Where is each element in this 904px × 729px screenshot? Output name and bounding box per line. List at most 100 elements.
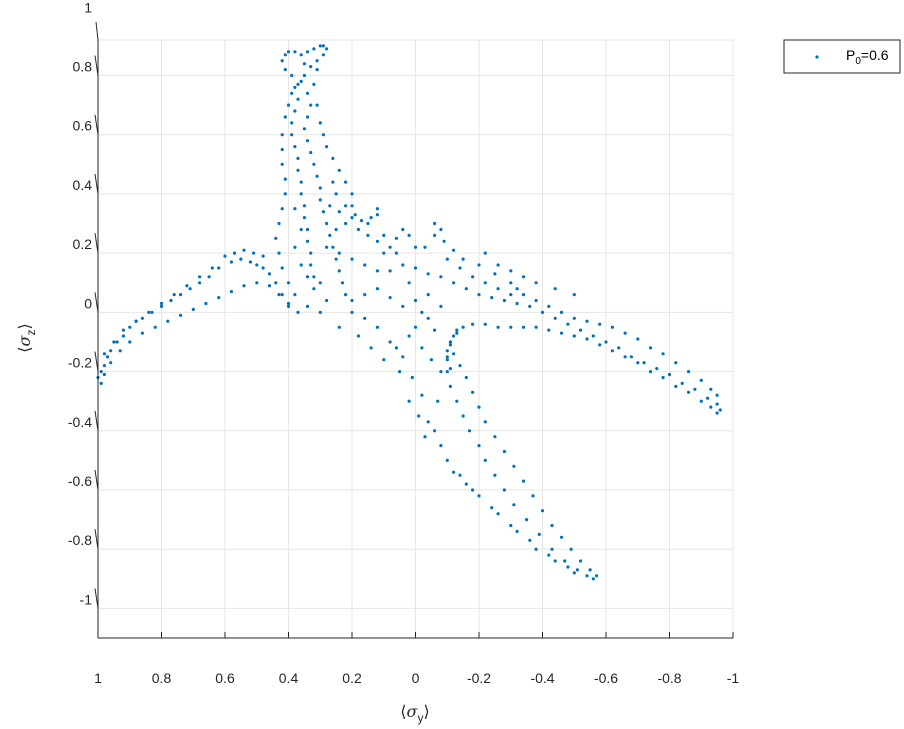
data-point [686,390,691,394]
data-point [388,245,392,249]
data-point [413,266,418,270]
data-point [350,298,354,303]
data-point [369,346,373,350]
data-point [417,414,421,418]
data-point [302,204,306,208]
data-point [629,355,634,359]
x-tick-label: -0.4 [530,670,554,686]
data-point [575,568,580,572]
data-point [448,367,452,371]
data-point [305,139,310,143]
data-point [483,420,487,424]
data-point [331,180,335,184]
y-tick-mark [94,114,99,135]
data-point [290,73,294,78]
data-point [207,275,211,279]
data-point [375,325,379,329]
data-point [553,287,557,291]
data-point [585,574,589,578]
data-point [493,435,497,439]
data-point [337,168,341,172]
data-point [388,269,392,273]
data-point [680,381,684,385]
data-point [407,281,411,285]
data-point [325,221,329,226]
data-point [280,293,284,297]
data-point [394,346,398,350]
y-tick-label: 0 [84,295,92,311]
data-point [337,210,341,214]
data-point [344,180,348,184]
data-point [328,233,332,237]
data-point [102,372,106,377]
data-point [588,568,592,572]
data-point [388,296,392,300]
data-point [302,127,306,131]
data-point [296,156,300,160]
data-point [115,340,119,344]
data-point [252,251,256,255]
data-point [413,245,418,249]
data-point [448,343,452,347]
data-point [591,577,595,581]
data-point [318,281,322,285]
data-point [315,59,319,63]
data-point [296,310,300,314]
data-point [420,310,424,314]
data-point [471,322,475,326]
y-label-close: ⟩ [15,323,34,329]
y-tick-mark [94,351,99,372]
data-point [569,547,573,551]
data-point [401,227,405,232]
data-point [363,316,367,320]
data-point [572,571,576,575]
data-point [410,375,414,380]
data-point [102,352,106,356]
y-tick-mark [94,529,99,550]
data-point [655,367,659,371]
data-point [509,293,513,297]
data-point [318,198,322,202]
data-point [328,204,332,208]
data-point [334,227,338,232]
data-point [382,251,386,255]
data-point [426,293,430,297]
data-point [179,313,183,317]
legend-label-sub: 0 [855,56,861,67]
data-point [493,473,497,477]
y-tick-mark [94,173,99,195]
x-label-open: ⟨ [400,702,406,721]
data-point [407,399,411,403]
data-point [617,346,621,350]
y-tick-label: 1 [84,0,92,15]
data-point [579,559,583,563]
data-point [318,44,322,48]
data-point [293,245,297,249]
data-point [302,73,306,78]
x-tick-label: -1 [727,670,740,686]
y-tick-label: -0.8 [68,532,92,548]
data-point [464,287,468,291]
data-point [439,444,443,448]
data-point [502,488,506,492]
data-point [642,361,646,365]
data-point [467,429,472,433]
data-point [648,346,653,350]
data-point [366,221,370,226]
data-point [452,281,456,285]
data-point [296,97,300,101]
data-point [566,565,570,569]
data-point [540,509,545,513]
data-point [286,103,291,107]
data-point [515,301,519,306]
data-point [283,177,287,181]
data-point [337,251,341,255]
data-point [318,186,322,190]
data-point [309,263,313,267]
y-tick-label: 0.4 [73,177,93,193]
data-point [426,420,430,424]
data-point [159,301,164,306]
data-point [540,310,545,314]
data-point [121,334,125,338]
data-point [521,479,526,483]
